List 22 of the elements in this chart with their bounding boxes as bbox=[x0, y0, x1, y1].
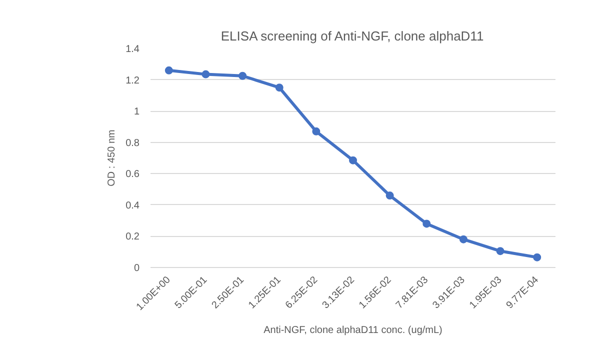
point bbox=[275, 84, 284, 92]
y-tick-label: 1 bbox=[134, 106, 140, 118]
point bbox=[349, 156, 357, 164]
x-axis-title: Anti-NGF, clone alphaD11 conc. (ug/mL) bbox=[264, 324, 442, 336]
y-tick-label: 1.2 bbox=[126, 75, 140, 86]
y-tick-label: 0.8 bbox=[126, 138, 140, 149]
y-tick-label: 0.6 bbox=[126, 169, 140, 180]
point bbox=[422, 220, 431, 228]
point bbox=[202, 70, 210, 78]
point bbox=[533, 253, 542, 262]
point bbox=[459, 235, 468, 244]
point bbox=[164, 66, 173, 74]
point bbox=[386, 192, 394, 200]
y-tick-label: 0 bbox=[134, 263, 140, 274]
chart-title: ELISA screening of Anti-NGF, clone alphaD11 bbox=[220, 28, 484, 44]
y-tick-label: 0.2 bbox=[126, 232, 140, 243]
point bbox=[312, 127, 320, 136]
point bbox=[238, 72, 247, 80]
y-tick-label: 1.4 bbox=[126, 44, 140, 55]
y-axis-title: OD : 450 nm bbox=[106, 130, 118, 186]
point bbox=[496, 247, 504, 256]
y-tick-label: 0.4 bbox=[126, 200, 140, 212]
